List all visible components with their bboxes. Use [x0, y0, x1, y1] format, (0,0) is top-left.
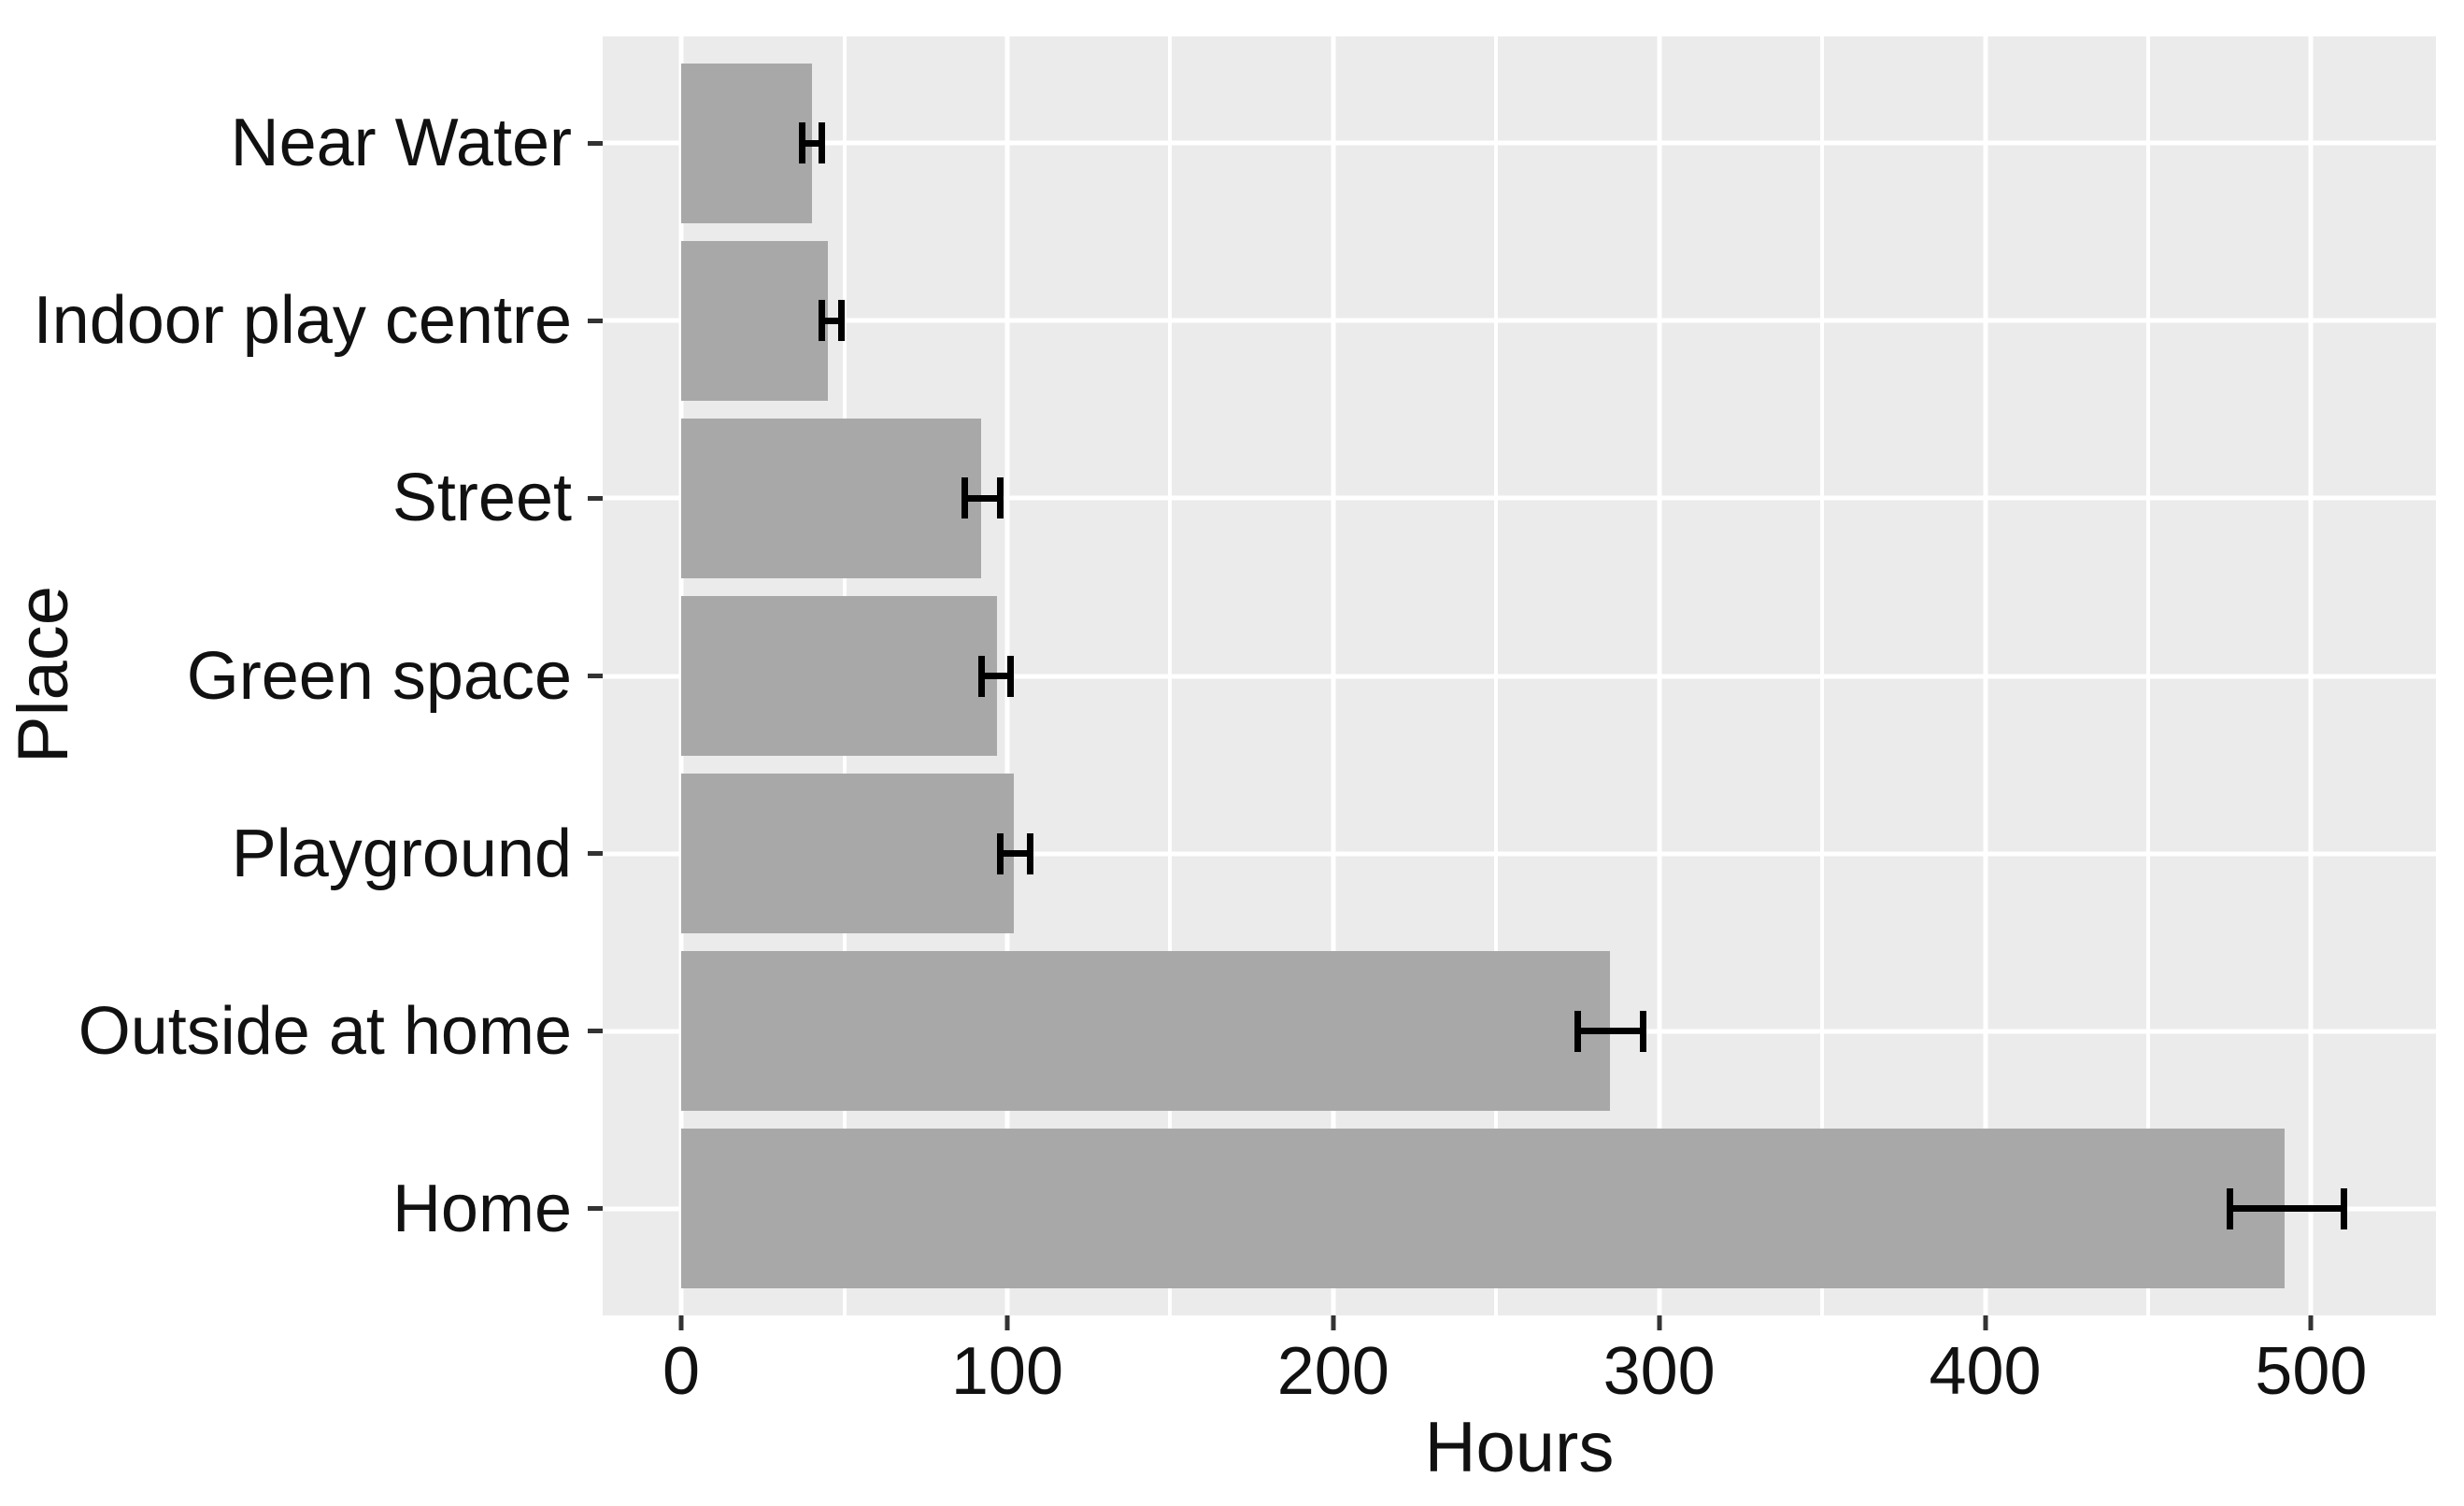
category-label: Outside at home: [78, 993, 572, 1069]
error-bar-line: [997, 850, 1033, 858]
y-tick-mark: [588, 318, 603, 323]
category-gridline: [603, 140, 2436, 146]
error-bar: [977, 655, 1014, 697]
bar: [681, 951, 1611, 1112]
error-bar: [818, 300, 845, 342]
error-bar-cap-right: [997, 477, 1004, 519]
error-bar-cap-left: [961, 477, 969, 519]
error-bar-line: [977, 673, 1014, 679]
category-gridline: [603, 318, 2436, 323]
x-tick-mark: [2308, 1315, 2314, 1330]
bar: [681, 240, 829, 401]
bar: [681, 63, 812, 223]
category-label: Green space: [186, 638, 572, 714]
category-gridline: [603, 851, 2436, 857]
error-bar-line: [798, 139, 825, 147]
error-bar-line: [818, 317, 845, 324]
x-axis: 0 100 200 300 400 500: [603, 1315, 2436, 1465]
category-label: Near Water: [230, 106, 572, 181]
category-gridline: [603, 495, 2436, 501]
bar: [681, 418, 981, 578]
error-bar: [2226, 1187, 2347, 1229]
x-axis-title: Hours: [1424, 1408, 1615, 1487]
y-tick-mark: [588, 851, 603, 857]
error-bar-cap-right: [1006, 655, 1014, 697]
x-tick-mark: [1657, 1315, 1662, 1330]
bar: [681, 1129, 2286, 1289]
y-axis-labels: Near Water Indoor play centre Street Green …: [0, 36, 603, 1315]
x-tick-mark: [1983, 1315, 1988, 1330]
error-bar: [798, 122, 825, 164]
error-bar-cap-left: [1574, 1010, 1581, 1052]
bar: [681, 774, 1014, 934]
error-bar-line: [1574, 1028, 1646, 1035]
y-tick-mark: [588, 140, 603, 146]
error-bar-cap-left: [818, 300, 825, 342]
category-label: Indoor play centre: [33, 283, 572, 359]
error-bar-cap-left: [997, 832, 1004, 874]
error-bar-cap-right: [1026, 832, 1033, 874]
category-label: Street: [392, 461, 572, 536]
x-tick-mark: [678, 1315, 684, 1330]
error-bar: [961, 477, 1004, 519]
y-tick-mark: [588, 674, 603, 678]
error-bar-cap-left: [798, 122, 805, 164]
category-label: Home: [392, 1171, 572, 1246]
bar: [681, 595, 998, 757]
error-bar-cap-left: [977, 655, 985, 697]
error-bar-cap-right: [2340, 1187, 2347, 1229]
y-tick-mark: [588, 1029, 603, 1034]
plot-panel: [603, 36, 2436, 1315]
x-tick-label: 300: [1602, 1334, 1716, 1409]
error-bar-cap-left: [2226, 1187, 2233, 1229]
y-tick-mark: [588, 495, 603, 501]
category-label: Playground: [231, 816, 572, 891]
x-tick-label: 0: [662, 1334, 701, 1409]
y-tick-mark: [588, 1206, 603, 1212]
y-axis-title: Place: [4, 585, 83, 764]
error-bar-line: [2226, 1205, 2347, 1213]
x-tick-label: 500: [2255, 1334, 2368, 1409]
x-tick-label: 400: [1929, 1334, 2042, 1409]
x-tick-label: 200: [1276, 1334, 1389, 1409]
x-tick-mark: [1004, 1315, 1010, 1330]
error-bar-cap-right: [818, 122, 825, 164]
x-tick-mark: [1331, 1315, 1336, 1330]
category-gridline: [603, 674, 2436, 678]
error-bar-cap-right: [837, 300, 845, 342]
error-bar-cap-right: [1639, 1010, 1646, 1052]
error-bar: [1574, 1010, 1646, 1052]
error-bar-line: [961, 494, 1004, 502]
error-bar: [997, 832, 1033, 874]
x-tick-label: 100: [950, 1334, 1064, 1409]
